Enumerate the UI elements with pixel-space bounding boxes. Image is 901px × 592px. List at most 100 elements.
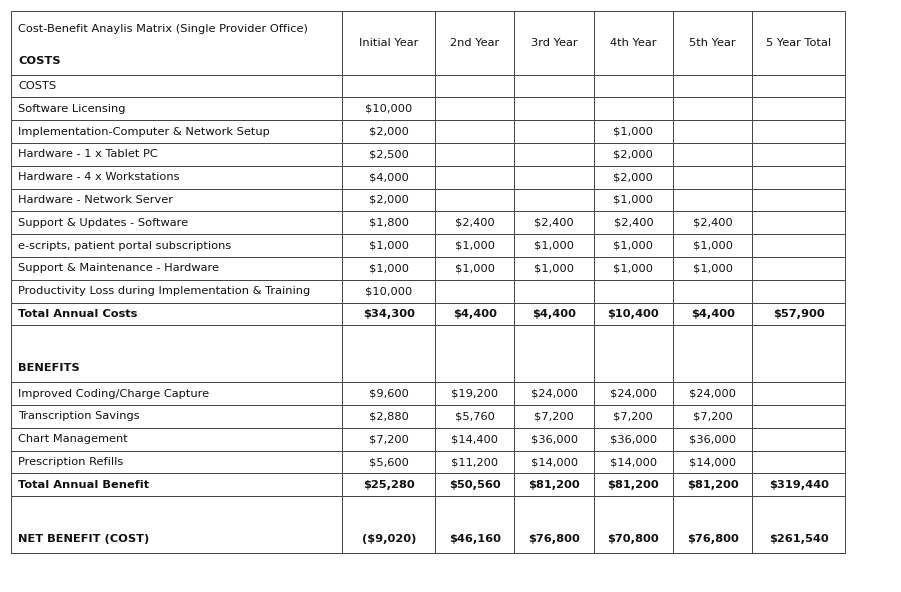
Text: $1,800: $1,800: [369, 218, 409, 228]
Bar: [673, 143, 752, 166]
Text: $19,200: $19,200: [451, 389, 498, 398]
Bar: [752, 279, 845, 303]
Text: $36,000: $36,000: [689, 435, 736, 444]
Bar: [11, 143, 342, 166]
Bar: [514, 382, 594, 405]
Bar: [673, 11, 752, 75]
Bar: [11, 325, 342, 382]
Bar: [342, 382, 435, 405]
Text: Transcription Savings: Transcription Savings: [18, 411, 140, 422]
Bar: [435, 428, 514, 451]
Bar: [342, 325, 435, 382]
Text: $46,160: $46,160: [449, 534, 501, 544]
Text: $4,000: $4,000: [369, 172, 409, 182]
Bar: [673, 75, 752, 97]
Bar: [11, 428, 342, 451]
Bar: [514, 279, 594, 303]
Text: Total Annual Costs: Total Annual Costs: [18, 309, 137, 319]
Text: $10,000: $10,000: [365, 286, 413, 296]
Bar: [514, 428, 594, 451]
Bar: [752, 234, 845, 257]
Text: $2,000: $2,000: [369, 127, 409, 137]
Bar: [673, 382, 752, 405]
Text: $1,000: $1,000: [369, 240, 409, 250]
Text: $1,000: $1,000: [534, 240, 574, 250]
Bar: [11, 279, 342, 303]
Bar: [514, 120, 594, 143]
Text: 4th Year: 4th Year: [610, 38, 657, 47]
Bar: [435, 405, 514, 428]
Bar: [752, 97, 845, 120]
Bar: [673, 279, 752, 303]
Bar: [594, 382, 673, 405]
Text: $1,000: $1,000: [455, 240, 495, 250]
Text: $1,000: $1,000: [614, 195, 653, 205]
Text: Productivity Loss during Implementation & Training: Productivity Loss during Implementation …: [18, 286, 310, 296]
Bar: [752, 11, 845, 75]
Bar: [11, 496, 342, 553]
Text: Hardware - 4 x Workstations: Hardware - 4 x Workstations: [18, 172, 179, 182]
Bar: [11, 211, 342, 234]
Text: 3rd Year: 3rd Year: [531, 38, 578, 47]
Bar: [594, 120, 673, 143]
Bar: [435, 496, 514, 553]
Text: $36,000: $36,000: [531, 435, 578, 444]
Bar: [342, 75, 435, 97]
Bar: [594, 451, 673, 474]
Bar: [514, 166, 594, 188]
Text: BENEFITS: BENEFITS: [18, 363, 79, 373]
Bar: [514, 97, 594, 120]
Bar: [594, 166, 673, 188]
Text: $2,000: $2,000: [614, 172, 653, 182]
Bar: [752, 451, 845, 474]
Text: Hardware - Network Server: Hardware - Network Server: [18, 195, 173, 205]
Text: $2,000: $2,000: [614, 149, 653, 159]
Text: $11,200: $11,200: [451, 457, 498, 467]
Bar: [594, 474, 673, 496]
Text: $81,200: $81,200: [528, 480, 580, 490]
Bar: [342, 120, 435, 143]
Bar: [435, 11, 514, 75]
Text: $36,000: $36,000: [610, 435, 657, 444]
Bar: [594, 279, 673, 303]
Text: $5,600: $5,600: [369, 457, 409, 467]
Text: 2nd Year: 2nd Year: [450, 38, 499, 47]
Bar: [435, 303, 514, 325]
Bar: [594, 496, 673, 553]
Bar: [435, 97, 514, 120]
Bar: [752, 428, 845, 451]
Bar: [342, 303, 435, 325]
Text: $10,400: $10,400: [607, 309, 660, 319]
Bar: [435, 382, 514, 405]
Bar: [673, 257, 752, 279]
Text: $1,000: $1,000: [693, 263, 733, 274]
Text: $7,200: $7,200: [534, 411, 574, 422]
Text: $24,000: $24,000: [610, 389, 657, 398]
Bar: [594, 188, 673, 211]
Bar: [435, 188, 514, 211]
Text: Hardware - 1 x Tablet PC: Hardware - 1 x Tablet PC: [18, 149, 158, 159]
Text: Prescription Refills: Prescription Refills: [18, 457, 123, 467]
Bar: [435, 257, 514, 279]
Text: ($9,020): ($9,020): [361, 534, 416, 544]
Text: $9,600: $9,600: [369, 389, 409, 398]
Bar: [594, 75, 673, 97]
Bar: [342, 474, 435, 496]
Bar: [435, 234, 514, 257]
Text: $1,000: $1,000: [614, 127, 653, 137]
Bar: [752, 496, 845, 553]
Text: $14,400: $14,400: [451, 435, 498, 444]
Text: $70,800: $70,800: [607, 534, 660, 544]
Bar: [342, 257, 435, 279]
Bar: [752, 166, 845, 188]
Text: $14,000: $14,000: [531, 457, 578, 467]
Text: $14,000: $14,000: [689, 457, 736, 467]
Bar: [673, 97, 752, 120]
Bar: [435, 143, 514, 166]
Bar: [594, 234, 673, 257]
Text: Initial Year: Initial Year: [359, 38, 418, 47]
Bar: [342, 428, 435, 451]
Text: Software Licensing: Software Licensing: [18, 104, 125, 114]
Bar: [594, 211, 673, 234]
Bar: [11, 188, 342, 211]
